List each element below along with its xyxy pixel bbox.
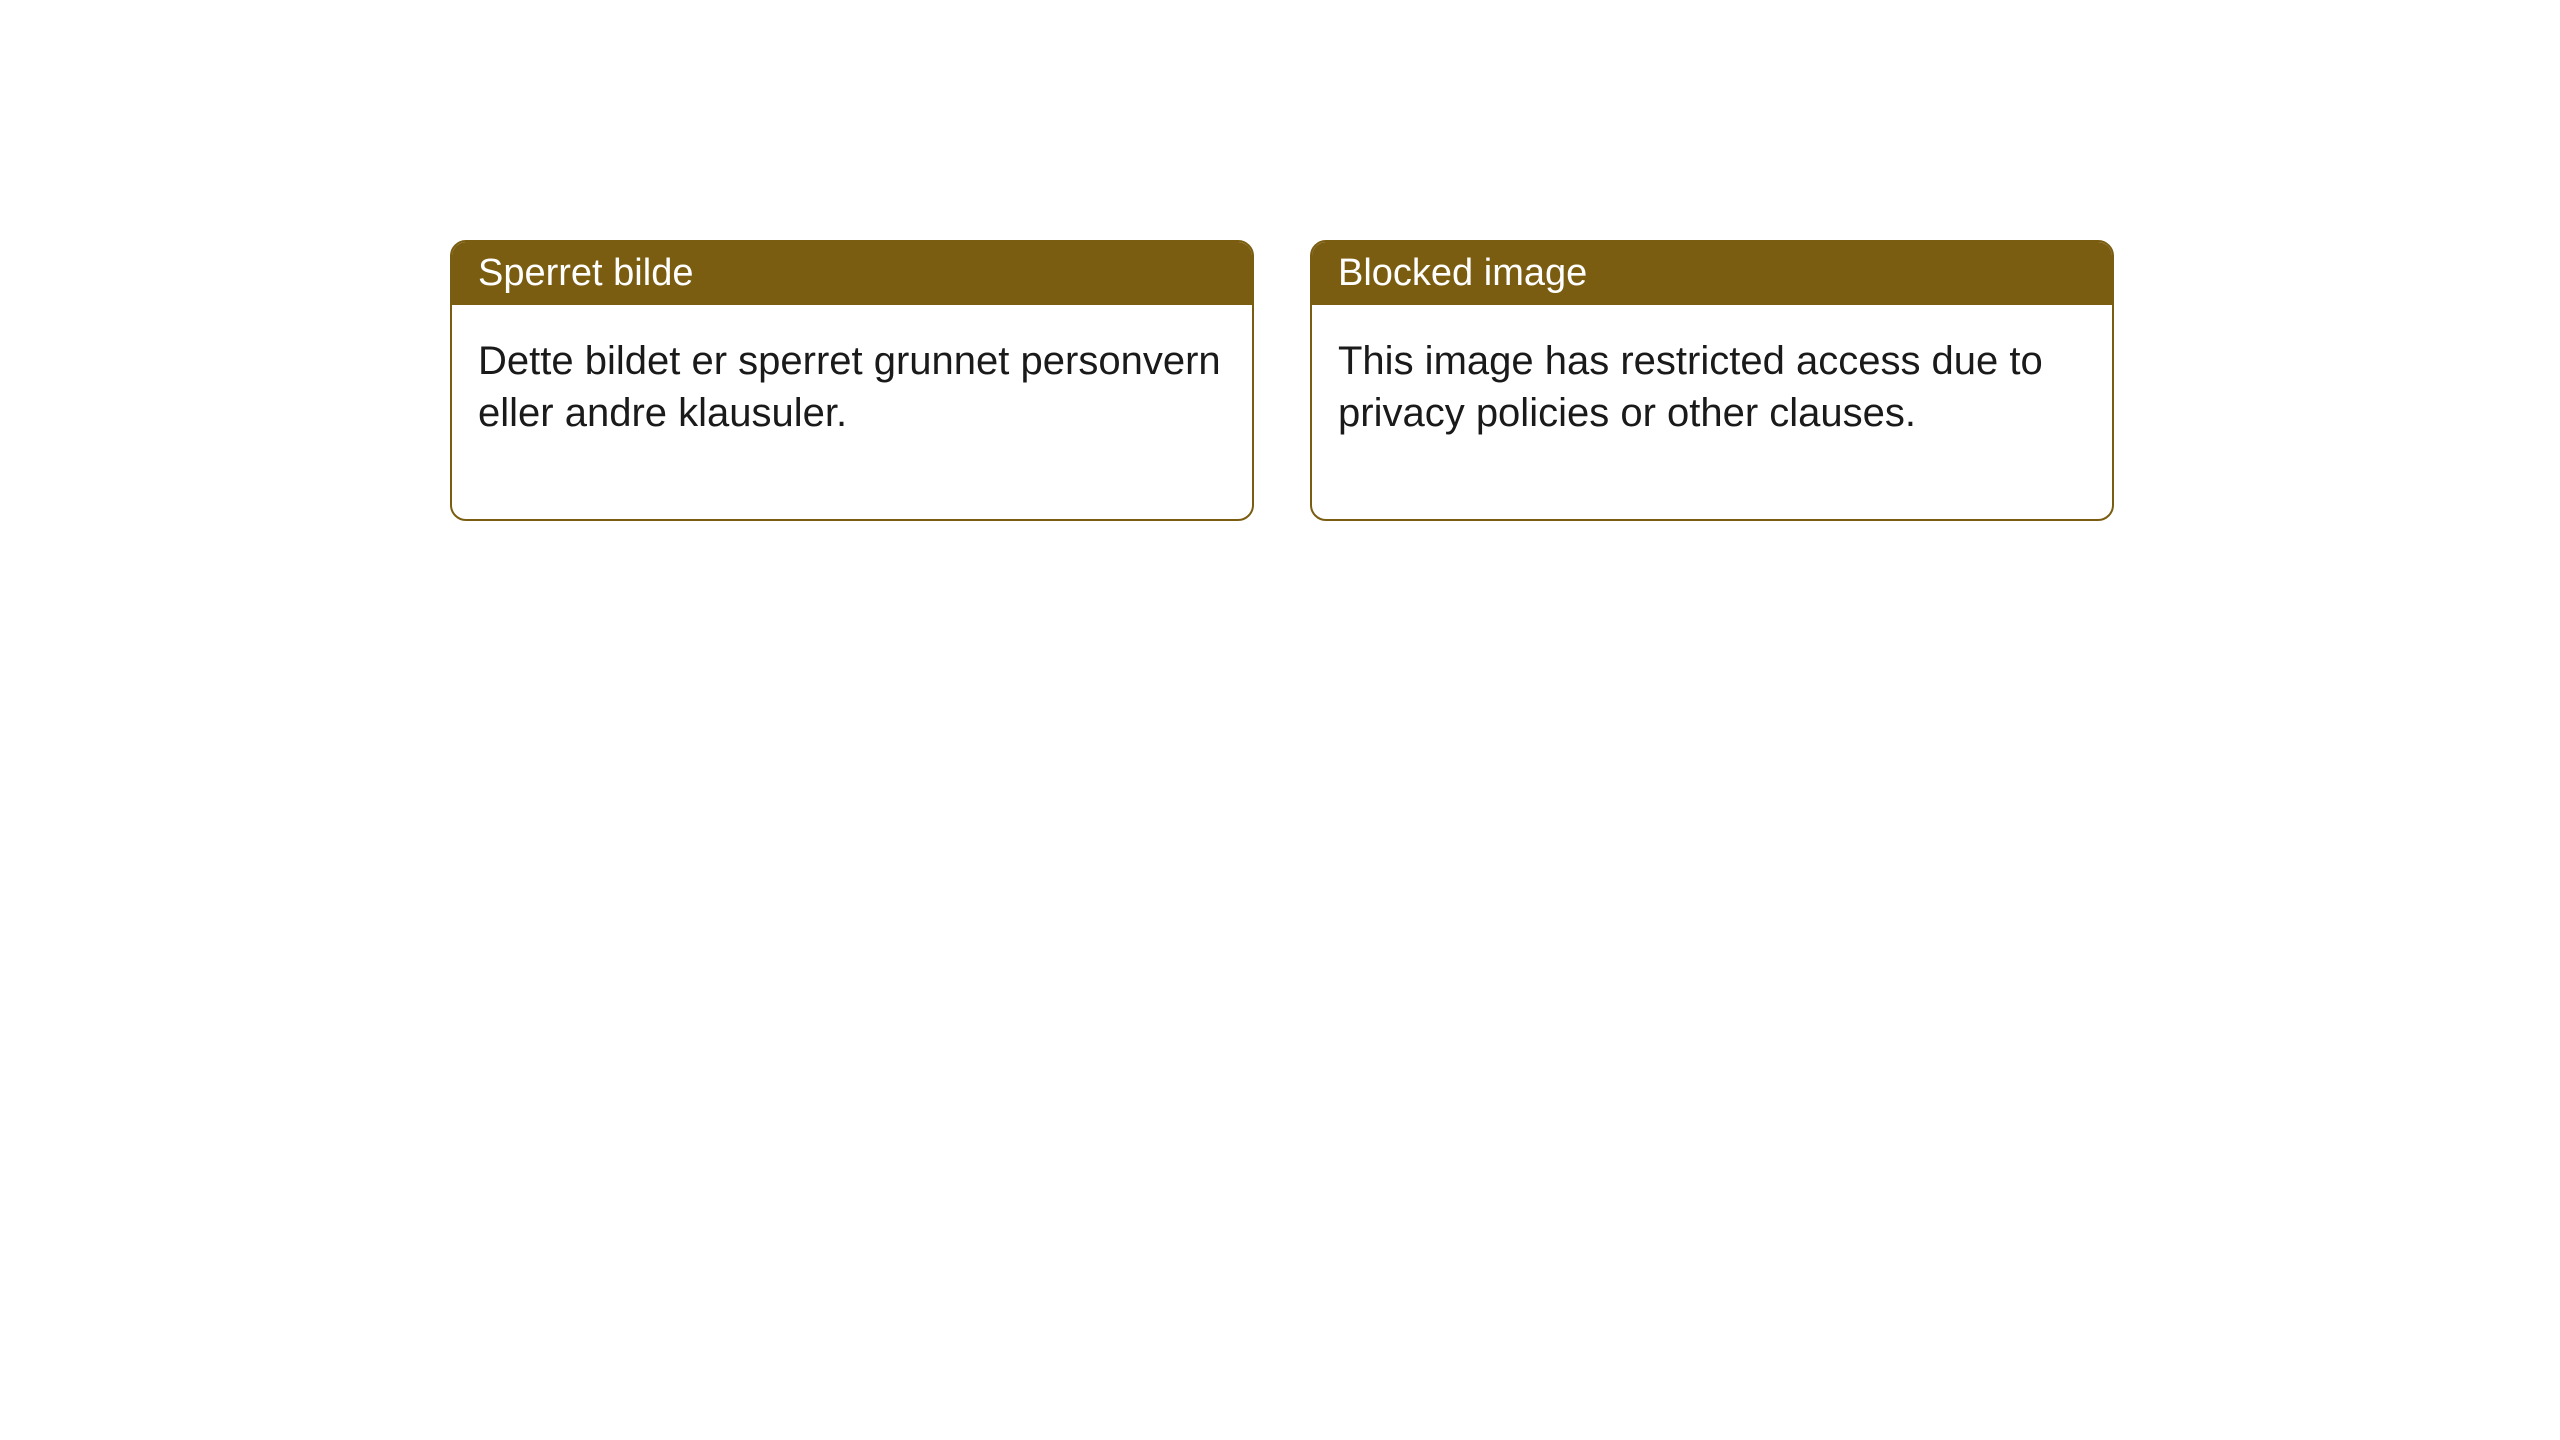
notice-body-norwegian: Dette bildet er sperret grunnet personve… xyxy=(452,305,1252,519)
notice-title-norwegian: Sperret bilde xyxy=(452,242,1252,305)
notice-card-english: Blocked image This image has restricted … xyxy=(1310,240,2114,521)
notice-body-english: This image has restricted access due to … xyxy=(1312,305,2112,519)
notice-card-norwegian: Sperret bilde Dette bildet er sperret gr… xyxy=(450,240,1254,521)
notice-title-english: Blocked image xyxy=(1312,242,2112,305)
notice-cards-container: Sperret bilde Dette bildet er sperret gr… xyxy=(450,240,2114,521)
